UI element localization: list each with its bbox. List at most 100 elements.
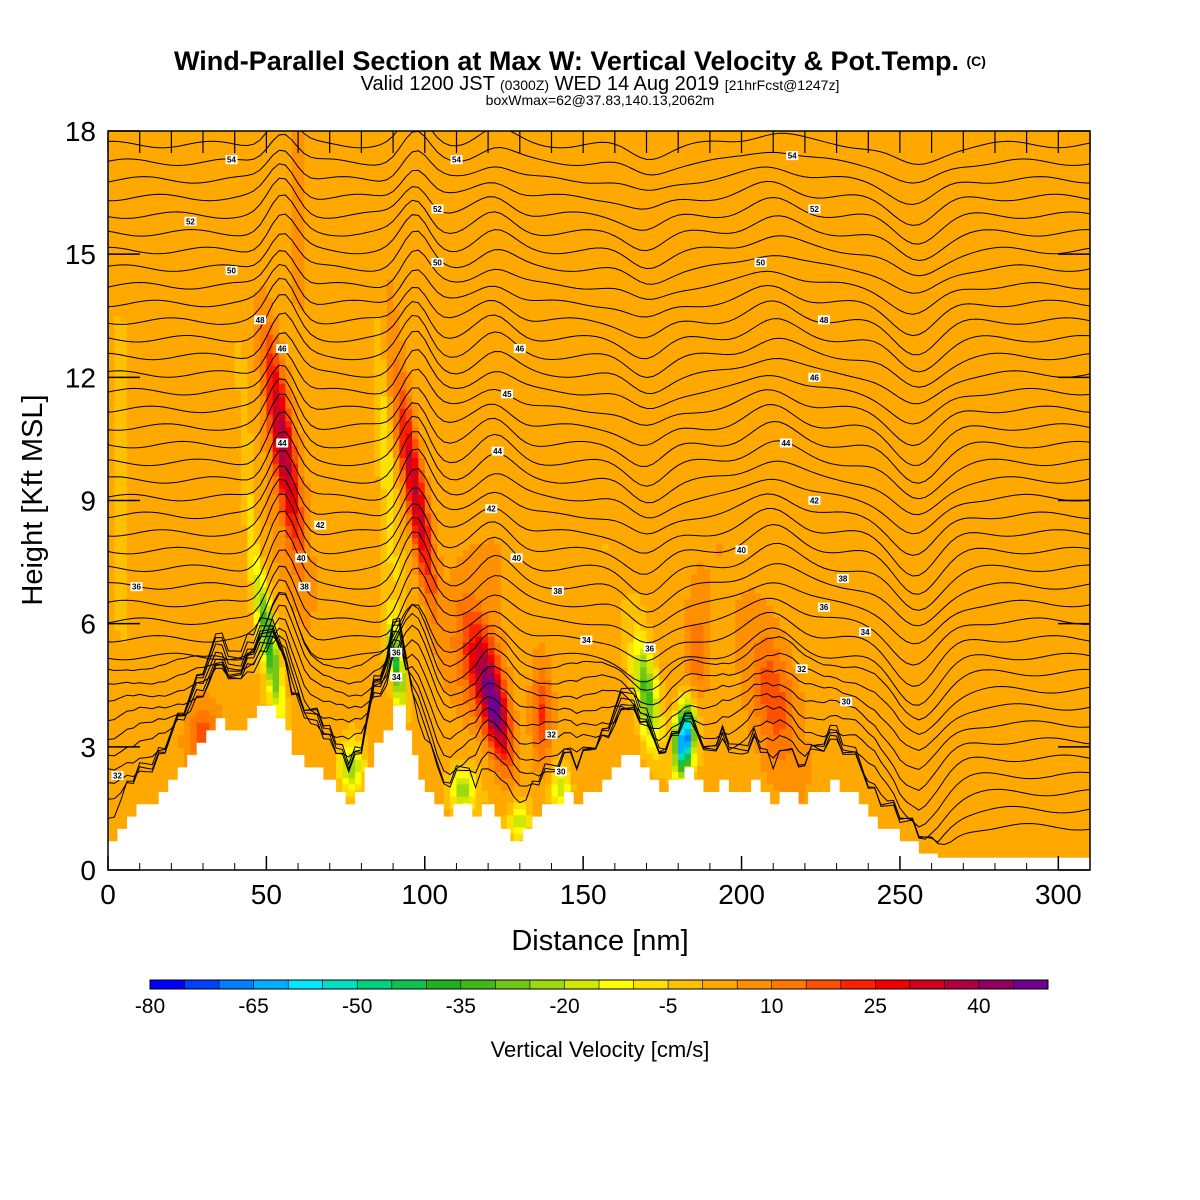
field-cell [361,143,369,151]
field-cell [266,260,274,268]
field-cell [203,278,210,286]
field-cell [165,592,172,600]
field-cell [323,623,331,631]
field-cell [323,285,331,292]
field-cell [348,285,356,292]
field-cell [120,506,128,514]
field-cell [285,143,293,151]
field-cell [165,469,172,477]
field-cell [348,420,356,428]
field-cell [272,198,280,206]
field-cell [247,137,255,144]
field-cell [304,549,312,557]
field-cell [127,223,134,231]
field-cell [329,204,337,212]
field-cell [228,248,236,255]
field-cell [367,617,375,625]
field-cell [323,149,331,157]
field-cell [114,420,122,428]
field-cell [209,340,217,348]
field-cell [361,574,369,582]
field-cell [342,685,350,693]
field-cell [348,426,356,434]
field-cell [234,697,242,705]
field-cell [298,531,305,539]
field-cell [247,131,255,138]
field-cell [291,697,299,705]
field-cell [355,155,362,163]
field-cell [355,660,362,668]
field-cell [298,358,305,366]
field-cell [342,432,350,440]
field-cell [323,186,331,194]
field-cell [203,697,210,705]
field-cell [158,426,166,434]
field-cell [215,537,223,545]
field-cell [329,457,337,465]
field-cell [158,358,166,366]
field-cell [222,241,229,249]
field-cell [215,463,223,471]
field-cell [133,512,141,520]
field-cell [165,340,172,348]
field-cell [291,358,299,366]
field-cell [152,285,160,292]
field-cell [285,623,293,631]
field-cell [120,611,128,619]
field-cell [260,519,267,526]
field-cell [348,137,356,144]
field-cell [228,204,236,212]
field-cell [108,155,115,163]
field-cell [355,389,362,397]
field-cell [190,451,198,458]
field-cell [234,266,242,274]
field-cell [209,482,217,489]
field-cell [234,235,242,243]
field-cell [234,174,242,181]
field-cell [310,309,318,317]
field-cell [120,186,128,194]
field-cell [260,383,267,391]
field-cell [348,586,356,594]
field-cell [228,426,236,434]
field-cell [342,574,350,582]
field-cell [279,599,286,606]
field-cell [203,636,210,643]
field-cell [203,555,210,563]
field-cell [304,315,312,323]
field-cell [234,599,242,606]
field-cell [310,666,318,674]
field-cell [310,186,318,194]
field-cell [228,291,236,298]
field-cell [361,679,369,686]
field-cell [336,562,343,569]
field-cell [260,592,267,600]
field-cell [336,580,343,588]
field-cell [152,728,160,736]
field-cell [152,672,160,680]
field-cell [260,679,267,686]
field-cell [146,494,153,502]
field-cell [120,334,128,341]
field-cell [127,211,134,218]
field-cell [222,395,229,403]
field-cell [285,192,293,200]
field-cell [215,488,223,495]
field-cell [241,543,248,551]
field-cell [127,198,134,206]
field-cell [342,666,350,674]
field-cell [158,137,166,144]
field-cell [342,217,350,224]
field-cell [108,728,115,736]
field-cell [133,592,141,600]
field-cell [348,248,356,255]
field-cell [355,519,362,526]
field-cell [133,648,141,656]
field-cell [133,445,141,452]
field-cell [158,192,166,200]
field-cell [323,414,331,422]
field-cell [165,291,172,298]
field-cell [190,469,198,477]
field-cell [196,217,204,224]
field-cell [190,488,198,495]
